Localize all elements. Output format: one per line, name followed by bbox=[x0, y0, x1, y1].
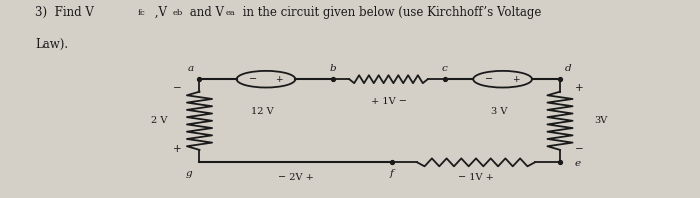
Text: a: a bbox=[188, 64, 194, 73]
Text: 3)  Find V: 3) Find V bbox=[35, 6, 94, 19]
Text: − 1V +: − 1V + bbox=[458, 173, 494, 182]
Text: + 1V −: + 1V − bbox=[370, 97, 407, 106]
Text: 3V: 3V bbox=[594, 116, 607, 125]
Text: eb: eb bbox=[172, 9, 183, 17]
Text: −: − bbox=[575, 145, 584, 154]
Text: in the circuit given below (use Kirchhoff’s Voltage: in the circuit given below (use Kirchhof… bbox=[239, 6, 542, 19]
Text: ea: ea bbox=[225, 9, 235, 17]
Text: b: b bbox=[329, 64, 336, 73]
Text: −: − bbox=[485, 74, 494, 84]
Text: ,V: ,V bbox=[151, 6, 167, 19]
Text: +: + bbox=[276, 75, 283, 84]
Text: c: c bbox=[442, 64, 447, 73]
Text: − 2V +: − 2V + bbox=[278, 173, 314, 182]
Text: g: g bbox=[186, 169, 192, 178]
Text: e: e bbox=[575, 159, 580, 168]
Text: 3 V: 3 V bbox=[491, 107, 508, 116]
Text: −: − bbox=[173, 83, 181, 93]
Text: 2 V: 2 V bbox=[150, 116, 167, 125]
Text: Law).: Law). bbox=[35, 38, 68, 51]
Text: f: f bbox=[390, 169, 394, 178]
Text: +: + bbox=[173, 145, 181, 154]
Text: +: + bbox=[575, 83, 584, 93]
Text: and V: and V bbox=[186, 6, 223, 19]
Text: +: + bbox=[512, 75, 519, 84]
Text: −: − bbox=[248, 74, 257, 84]
Text: fc: fc bbox=[138, 9, 146, 17]
Text: 12 V: 12 V bbox=[251, 107, 274, 116]
Text: d: d bbox=[565, 64, 572, 73]
